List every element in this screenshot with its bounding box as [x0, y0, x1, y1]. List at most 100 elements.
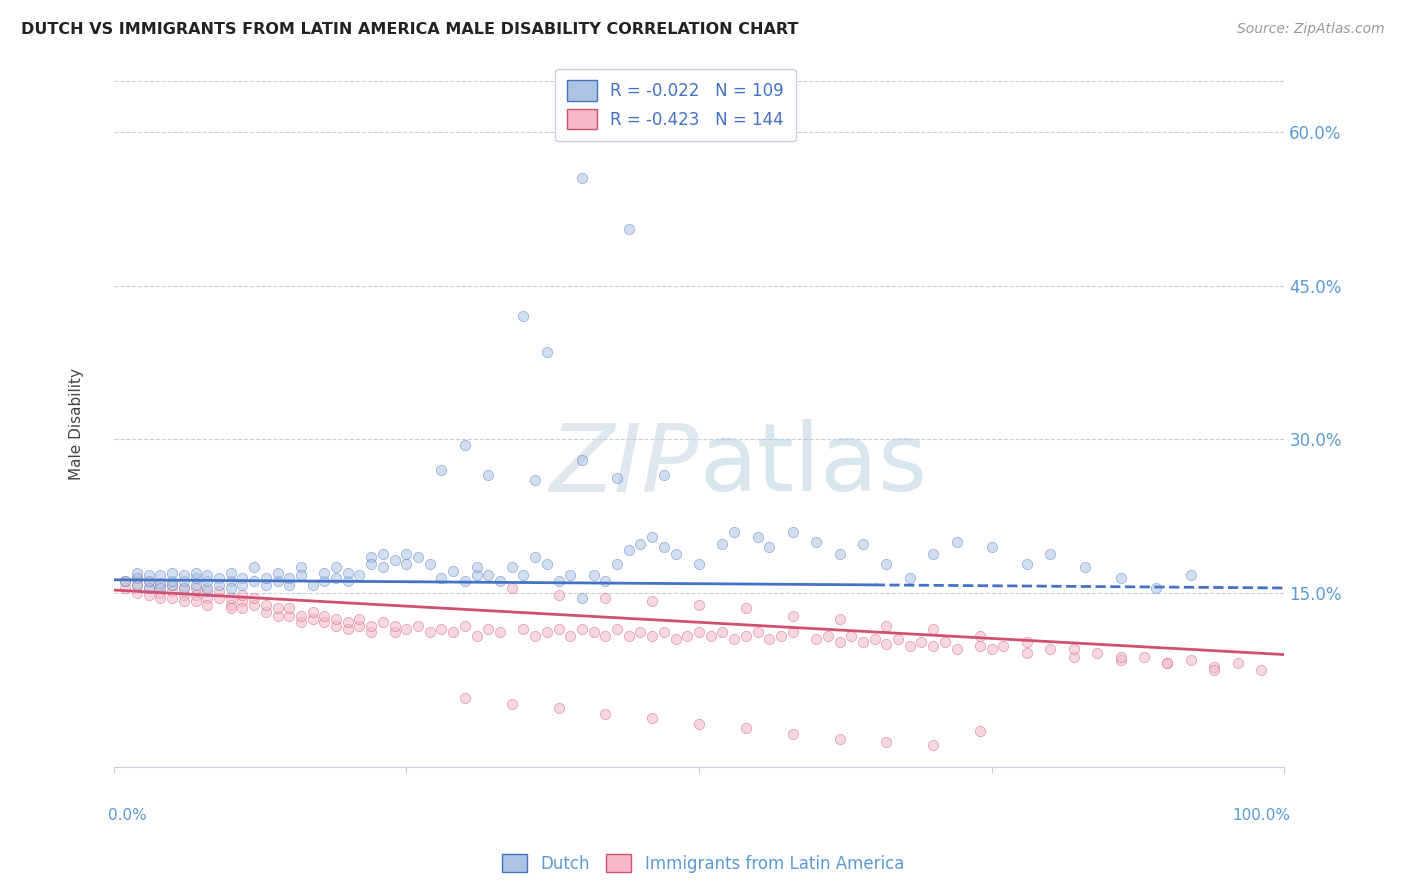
Point	[560, 629, 582, 643]
Point	[219, 599, 242, 613]
Point	[301, 605, 323, 619]
Point	[1085, 646, 1108, 660]
Point	[266, 608, 288, 623]
Point	[454, 619, 477, 633]
Point	[160, 584, 183, 599]
Point	[454, 690, 477, 705]
Point	[231, 588, 253, 602]
Point	[652, 540, 675, 554]
Point	[336, 566, 359, 580]
Point	[782, 727, 804, 741]
Point	[582, 625, 605, 640]
Point	[219, 566, 242, 580]
Point	[536, 345, 558, 359]
Point	[290, 560, 312, 574]
Point	[1180, 567, 1202, 582]
Point	[1015, 558, 1038, 572]
Point	[723, 524, 745, 539]
Point	[184, 594, 207, 608]
Point	[173, 581, 195, 595]
Point	[441, 625, 464, 640]
Point	[243, 599, 266, 613]
Point	[290, 615, 312, 629]
Point	[665, 632, 688, 647]
Point	[1039, 547, 1062, 561]
Point	[208, 591, 231, 606]
Point	[606, 622, 628, 636]
Point	[676, 629, 699, 643]
Text: Source: ZipAtlas.com: Source: ZipAtlas.com	[1237, 22, 1385, 37]
Point	[160, 566, 183, 580]
Point	[945, 642, 967, 657]
Point	[371, 547, 394, 561]
Point	[875, 637, 897, 651]
Point	[349, 612, 371, 626]
Point	[278, 571, 301, 585]
Point	[512, 310, 534, 324]
Point	[243, 574, 266, 588]
Point	[336, 574, 359, 588]
Point	[125, 578, 148, 592]
Point	[852, 537, 875, 551]
Point	[571, 453, 593, 467]
Point	[1039, 642, 1062, 657]
Point	[922, 622, 945, 636]
Point	[828, 612, 851, 626]
Point	[419, 625, 441, 640]
Point	[360, 550, 382, 565]
Point	[617, 629, 640, 643]
Point	[314, 566, 336, 580]
Point	[406, 550, 429, 565]
Point	[325, 612, 347, 626]
Point	[595, 574, 617, 588]
Point	[395, 622, 418, 636]
Point	[430, 571, 453, 585]
Point	[254, 605, 277, 619]
Point	[1156, 656, 1178, 670]
Point	[1180, 653, 1202, 667]
Point	[595, 706, 617, 721]
Point	[219, 591, 242, 606]
Point	[384, 625, 406, 640]
Point	[747, 625, 769, 640]
Point	[173, 581, 195, 595]
Point	[922, 640, 945, 654]
Point	[875, 558, 897, 572]
Point	[149, 591, 172, 606]
Point	[828, 635, 851, 649]
Point	[360, 558, 382, 572]
Point	[114, 581, 136, 595]
Point	[922, 738, 945, 752]
Text: Male Disability: Male Disability	[69, 368, 83, 480]
Point	[254, 571, 277, 585]
Text: 0.0%: 0.0%	[108, 808, 146, 823]
Point	[278, 578, 301, 592]
Point	[149, 581, 172, 595]
Point	[384, 553, 406, 567]
Point	[395, 558, 418, 572]
Point	[371, 615, 394, 629]
Point	[138, 581, 160, 595]
Point	[945, 534, 967, 549]
Point	[711, 625, 734, 640]
Point	[512, 622, 534, 636]
Point	[208, 578, 231, 592]
Point	[910, 635, 932, 649]
Point	[804, 534, 827, 549]
Point	[758, 632, 780, 647]
Point	[560, 567, 582, 582]
Point	[325, 619, 347, 633]
Point	[665, 547, 688, 561]
Point	[489, 574, 512, 588]
Point	[384, 619, 406, 633]
Point	[887, 632, 910, 647]
Point	[501, 697, 523, 711]
Point	[184, 581, 207, 595]
Point	[465, 629, 488, 643]
Point	[734, 629, 756, 643]
Point	[325, 571, 347, 585]
Point	[125, 566, 148, 580]
Point	[465, 560, 488, 574]
Point	[536, 625, 558, 640]
Point	[1250, 663, 1272, 677]
